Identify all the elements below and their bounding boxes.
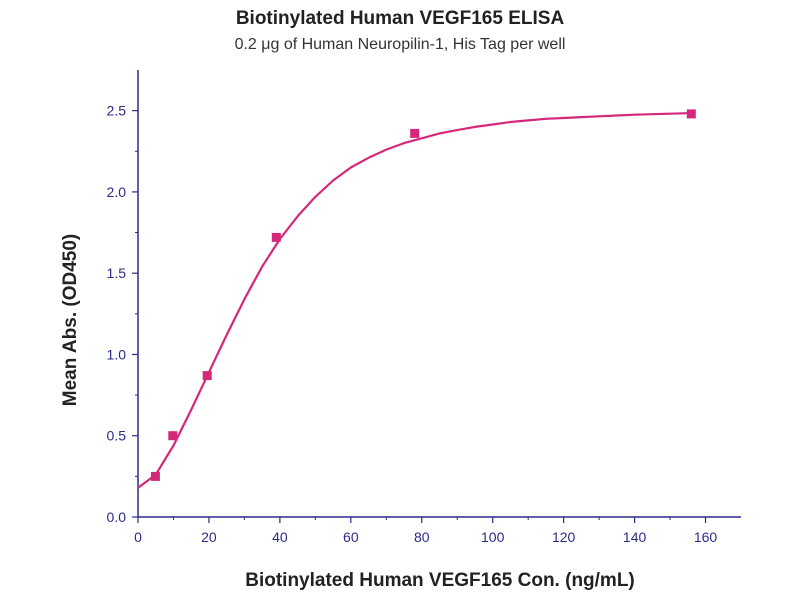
- x-tick-label: 0: [134, 529, 142, 545]
- x-tick-label: 60: [343, 529, 359, 545]
- y-tick-label: 0.5: [107, 428, 127, 444]
- x-axis-title: Biotinylated Human VEGF165 Con. (ng/mL): [245, 570, 635, 591]
- x-tick-label: 160: [694, 529, 718, 545]
- x-tick-label: 40: [272, 529, 288, 545]
- x-tick-label: 80: [414, 529, 430, 545]
- y-tick-label: 2.5: [107, 103, 127, 119]
- data-point: [271, 232, 281, 242]
- y-tick-label: 0.0: [107, 509, 127, 525]
- x-tick-label: 120: [552, 529, 576, 545]
- data-points: [150, 109, 696, 481]
- y-axis-title: Mean Abs. (OD450): [60, 234, 81, 406]
- chart-title: Biotinylated Human VEGF165 ELISA: [235, 8, 565, 29]
- y-tick-label: 1.0: [107, 346, 127, 362]
- data-point: [150, 471, 160, 481]
- data-point: [202, 371, 212, 381]
- data-point: [686, 109, 696, 119]
- chart-subtitle: 0.2 μg of Human Neuropilin-1, His Tag pe…: [234, 36, 566, 53]
- data-point: [410, 128, 420, 138]
- fit-curve: [137, 112, 692, 489]
- x-tick-label: 100: [481, 529, 505, 545]
- x-tick-label: 140: [623, 529, 647, 545]
- axes: 0 20 40 60 80 100 120 140 160 0.0 0.5 1.0 1.5 2.0 2.5: [107, 70, 741, 545]
- data-point: [168, 431, 178, 441]
- y-tick-label: 1.5: [107, 265, 127, 281]
- x-tick-label: 20: [201, 529, 217, 545]
- fit-curve-group: [137, 112, 692, 489]
- y-tick-label: 2.0: [107, 184, 127, 200]
